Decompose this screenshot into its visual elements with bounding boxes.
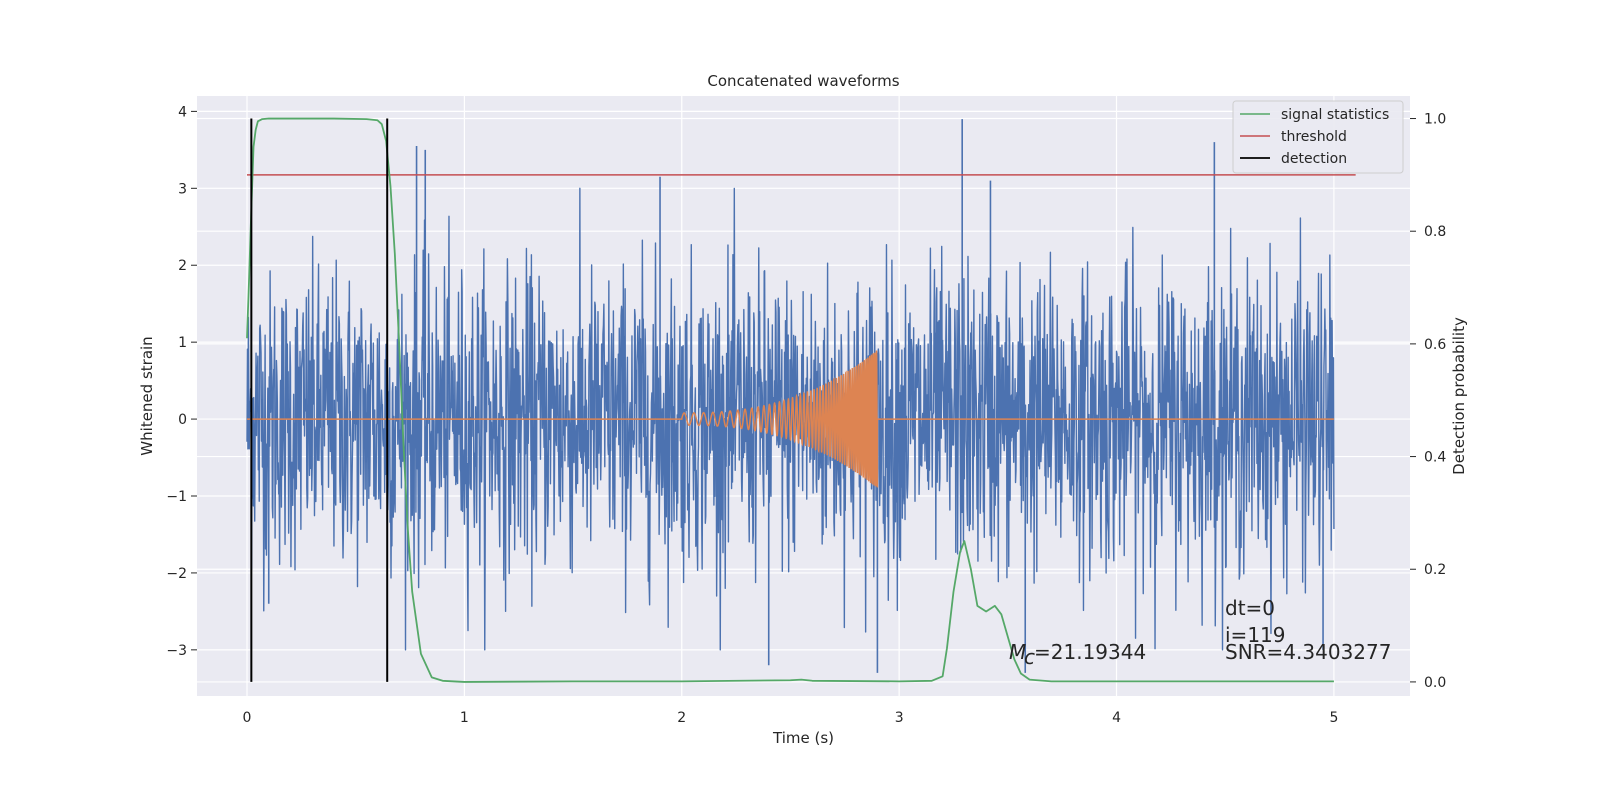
y-tick-label: −2 bbox=[166, 566, 187, 582]
x-axis-label: Time (s) bbox=[772, 729, 834, 747]
legend-label-threshold: threshold bbox=[1281, 129, 1347, 145]
x-tick-label: 4 bbox=[1112, 710, 1121, 726]
legend-label-detection: detection bbox=[1281, 151, 1347, 167]
x-tick-label: 1 bbox=[460, 710, 469, 726]
strain-spikes bbox=[267, 119, 1324, 673]
annotation-mc-subscript: c bbox=[1024, 645, 1035, 669]
legend: signal statistics threshold detection bbox=[1232, 100, 1404, 174]
annotation-mc-symbol: M bbox=[1009, 640, 1026, 664]
y-axis-label: Whitened strain bbox=[138, 336, 156, 455]
annotation-mc-value: =21.19344 bbox=[1034, 640, 1146, 664]
y-tick-label: 3 bbox=[178, 181, 187, 197]
y-tick-label: 0 bbox=[178, 412, 187, 428]
annotation-mc: M c =21.19344 bbox=[1009, 640, 1146, 669]
y2-tick-label: 0.4 bbox=[1424, 450, 1446, 466]
chart-title: Concatenated waveforms bbox=[707, 72, 899, 90]
y2-tick-label: 0.6 bbox=[1424, 337, 1446, 353]
y2-tick-label: 0.0 bbox=[1424, 675, 1446, 691]
y-tick-label: −1 bbox=[166, 489, 187, 505]
y2-axis-label: Detection probability bbox=[1450, 317, 1468, 475]
ticks: 0 1 2 3 4 5 −3 −2 −1 0 1 2 3 4 0.0 0.2 0.4 0.6 0.8 1.0 bbox=[166, 104, 1446, 726]
strain-series-line bbox=[246, 187, 1335, 651]
y-tick-label: 2 bbox=[178, 258, 187, 274]
x-tick-label: 2 bbox=[677, 710, 686, 726]
y2-tick-label: 1.0 bbox=[1424, 112, 1446, 128]
series-layer bbox=[246, 117, 1356, 683]
x-tick-label: 3 bbox=[895, 710, 904, 726]
y-tick-label: 4 bbox=[178, 104, 187, 120]
legend-box bbox=[1232, 100, 1404, 174]
annotation-dt: dt=0 bbox=[1225, 596, 1275, 620]
signal-statistics-line bbox=[246, 117, 1334, 683]
y2-tick-label: 0.2 bbox=[1424, 562, 1446, 578]
template-series-line bbox=[246, 350, 1334, 488]
y-tick-label: 1 bbox=[178, 335, 187, 351]
annotation-i: i=119 bbox=[1225, 623, 1286, 647]
annotation-snr: SNR=4.3403277 bbox=[1225, 640, 1391, 664]
y2-tick-label: 0.8 bbox=[1424, 224, 1446, 240]
y-tick-label: −3 bbox=[166, 643, 187, 659]
x-tick-label: 5 bbox=[1329, 710, 1338, 726]
x-tick-label: 0 bbox=[243, 710, 252, 726]
legend-label-signal-statistics: signal statistics bbox=[1281, 107, 1389, 123]
